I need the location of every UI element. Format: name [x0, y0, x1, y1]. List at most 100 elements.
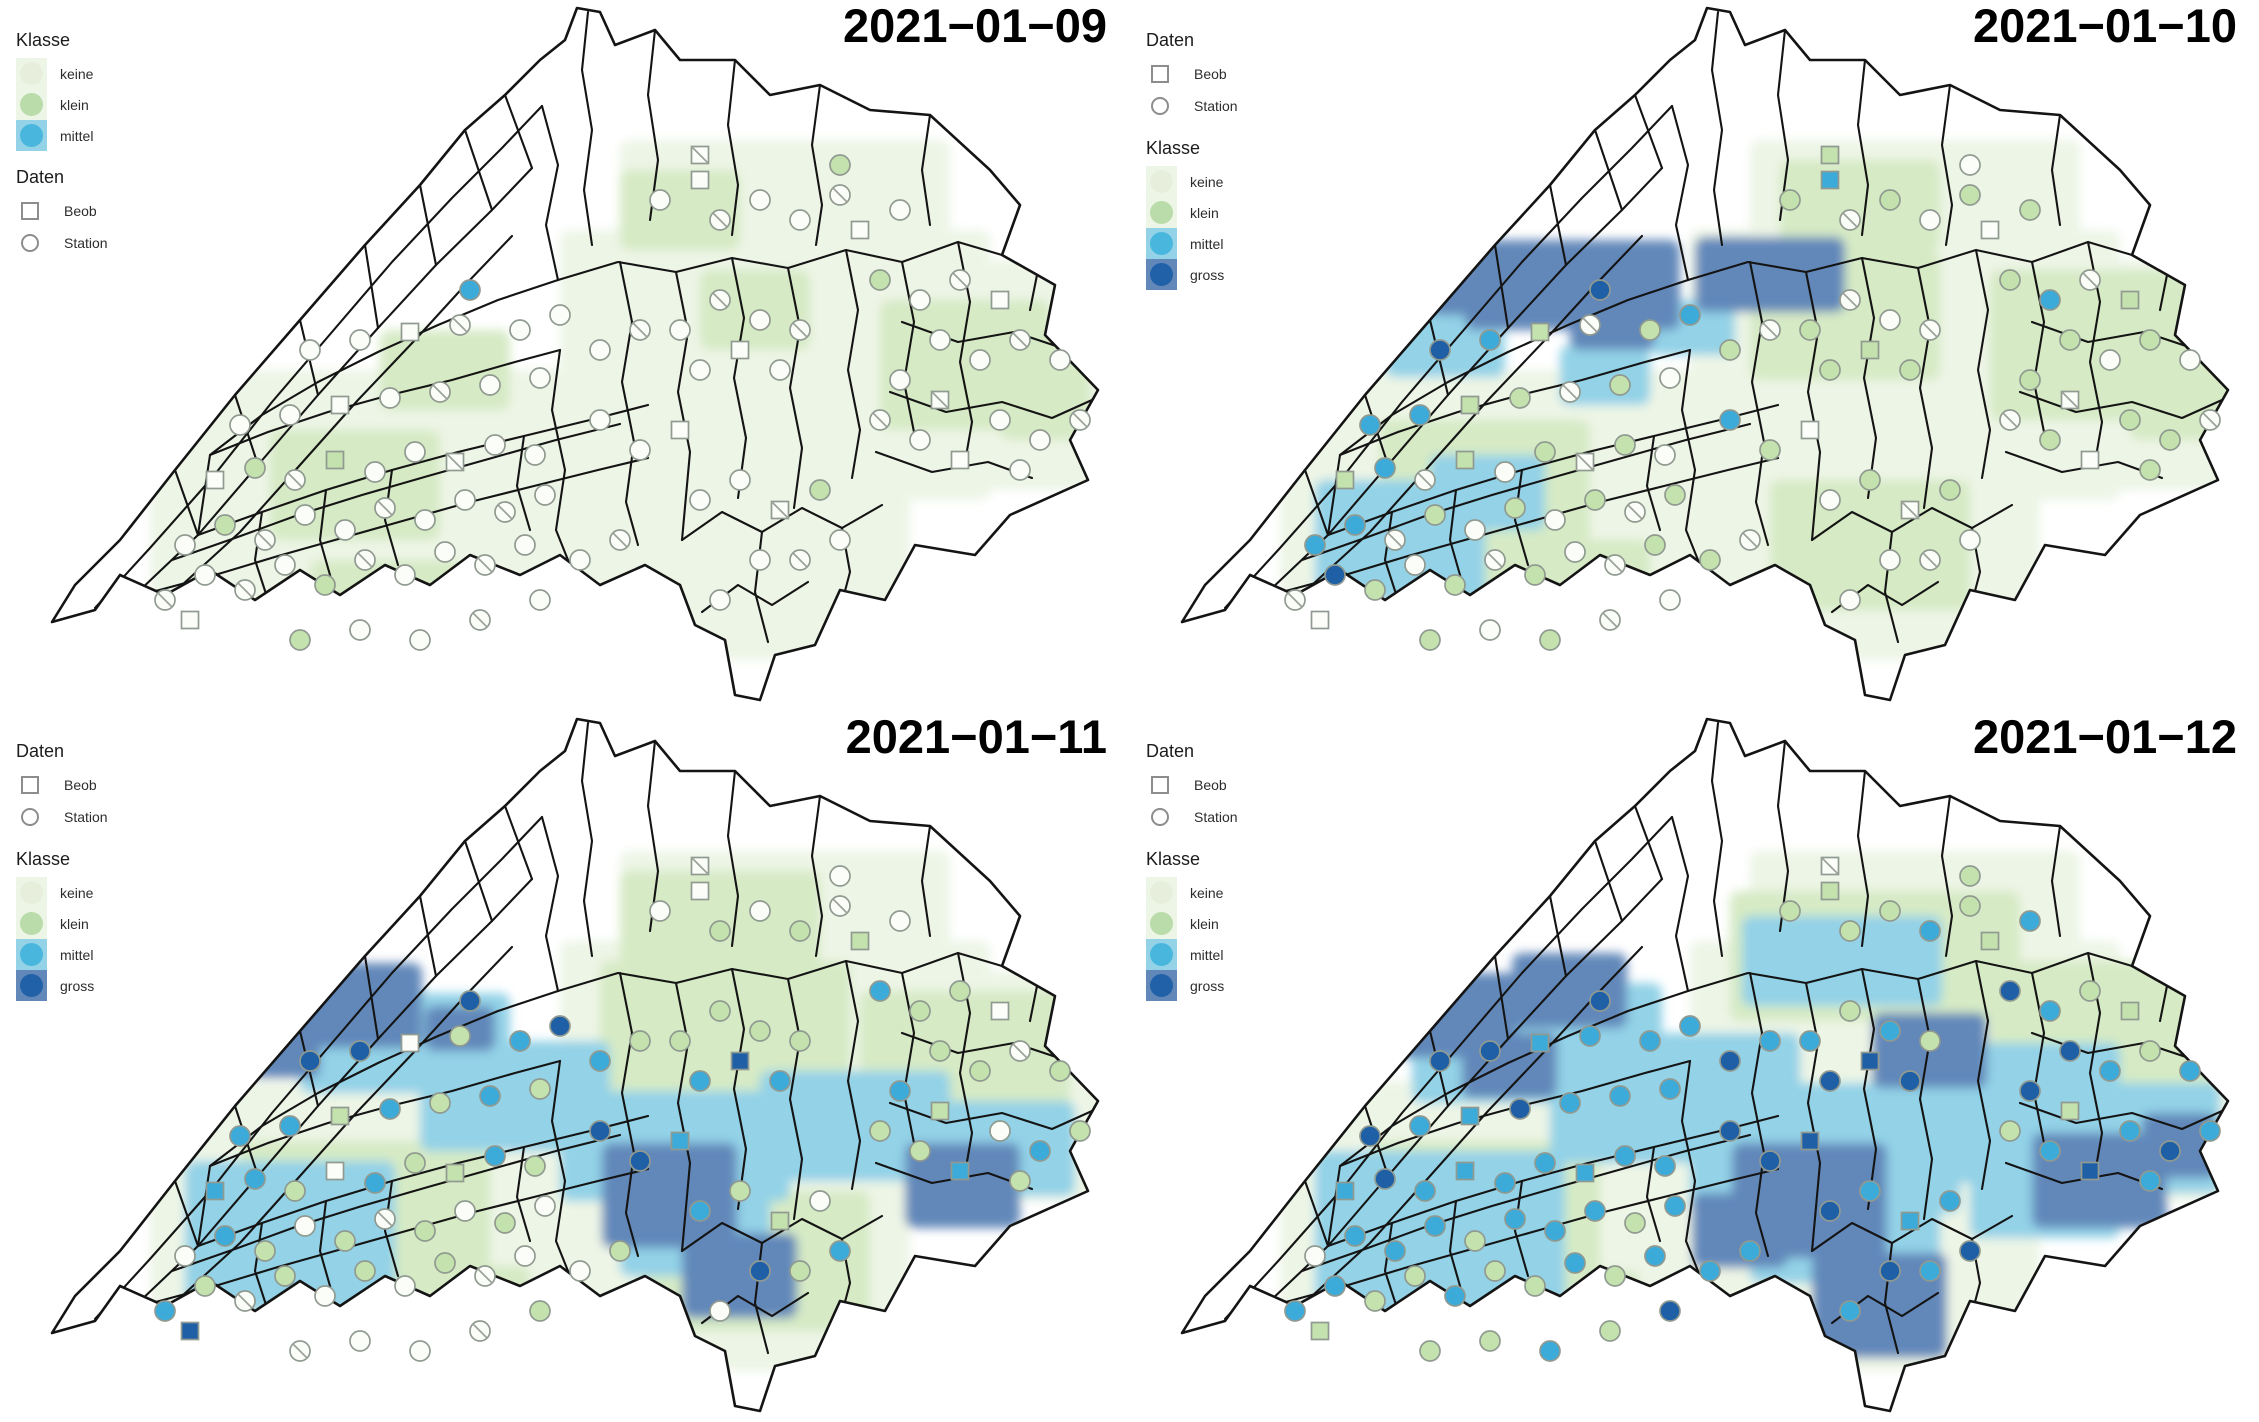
observer-marker [990, 1001, 1010, 1021]
station-marker [394, 1275, 416, 1297]
legend-label: Beob [1194, 66, 1227, 82]
raster-patch-gross [1695, 237, 1845, 312]
observer-marker [1820, 170, 1840, 190]
station-marker [2079, 980, 2101, 1002]
station-marker [279, 404, 301, 426]
station-marker [349, 1040, 371, 1062]
station-marker [349, 1330, 371, 1352]
station-marker [469, 1320, 491, 1342]
station-marker [409, 629, 431, 651]
station-marker [529, 1300, 551, 1322]
observer-marker [950, 1161, 970, 1181]
station-marker [1779, 189, 1801, 211]
legend-label: Beob [64, 203, 97, 219]
observer-marker [690, 145, 710, 165]
station-marker [349, 329, 371, 351]
station-marker [1544, 1220, 1566, 1242]
legend-item-gross: gross [1146, 259, 1238, 290]
legend-dot-klein [20, 93, 43, 116]
station-marker [1324, 564, 1346, 586]
station-marker [1879, 1020, 1901, 1042]
legend-label: Station [1194, 809, 1238, 825]
legend-swatch-mittel [1146, 228, 1177, 259]
station-marker [1719, 1050, 1741, 1072]
station-marker [1819, 359, 1841, 381]
station-marker [1484, 549, 1506, 571]
observer-marker [1860, 340, 1880, 360]
station-marker [1429, 339, 1451, 361]
raster-patch-gross [682, 1233, 797, 1318]
station-marker [1624, 1212, 1646, 1234]
legend-swatch-keine [1146, 166, 1177, 197]
station-marker [1839, 289, 1861, 311]
legend-label: keine [1190, 173, 1224, 190]
beob-key-icon [1151, 776, 1169, 794]
switzerland-map [0, 0, 1129, 711]
station-marker [1539, 1340, 1561, 1362]
legend-title-klasse: Klasse [16, 30, 71, 50]
station-marker [454, 1200, 476, 1222]
station-marker [2039, 1140, 2061, 1162]
raster-patch-klein [310, 560, 460, 650]
station-marker [1464, 1230, 1486, 1252]
station-marker [454, 489, 476, 511]
station-marker [374, 497, 396, 519]
station-marker [2139, 459, 2161, 481]
station-marker [1069, 409, 1091, 431]
station-marker [709, 209, 731, 231]
station-marker [1679, 1015, 1701, 1037]
station-marker [549, 304, 571, 326]
station-marker [524, 444, 546, 466]
raster-patch-gross [1692, 1193, 1787, 1268]
station-marker [569, 1260, 591, 1282]
station-marker [1739, 1240, 1761, 1262]
observer-marker [690, 856, 710, 876]
station-marker [1654, 444, 1676, 466]
station-marker [1779, 900, 1801, 922]
observer-marker [1820, 856, 1840, 876]
raster-patch-gross [1812, 1253, 1947, 1358]
switzerland-map-svg [1180, 717, 2230, 1413]
station-marker [479, 374, 501, 396]
legend-item-gross: gross [16, 970, 108, 1001]
station-marker [1284, 1300, 1306, 1322]
station-marker [1304, 1245, 1326, 1267]
observer-marker [850, 220, 870, 240]
station-marker [1384, 1240, 1406, 1262]
legend-item-keine: keine [16, 58, 108, 89]
station-marker [234, 579, 256, 601]
station-marker [509, 319, 531, 341]
station-marker [749, 549, 771, 571]
legend-title-daten: Daten [16, 741, 65, 761]
station-marker [1614, 1145, 1636, 1167]
legend-dot-klein [1150, 201, 1173, 224]
switzerland-map-svg [50, 717, 1100, 1413]
station-marker [2059, 1040, 2081, 1062]
station-marker [1959, 184, 1981, 206]
station-marker [1919, 1030, 1941, 1052]
station-marker [314, 1285, 336, 1307]
legend-label: klein [1190, 915, 1219, 932]
station-marker [524, 1155, 546, 1177]
station-marker [1029, 429, 1051, 451]
station-marker [1604, 1265, 1626, 1287]
station-marker [1584, 1200, 1606, 1222]
station-marker [1839, 1000, 1861, 1022]
observer-marker [445, 1163, 465, 1183]
station-marker [409, 1340, 431, 1362]
station-marker [749, 900, 771, 922]
station-marker [404, 441, 426, 463]
station-marker [1424, 504, 1446, 526]
station-marker [1049, 349, 1071, 371]
station-marker [1424, 1215, 1446, 1237]
observer-marker [1310, 610, 1330, 630]
station-marker [514, 534, 536, 556]
station-marker [1404, 554, 1426, 576]
observer-marker [1460, 395, 1480, 415]
legend-label: gross [60, 977, 95, 994]
station-marker [609, 1240, 631, 1262]
observer-marker [1455, 1161, 1475, 1181]
station-marker [929, 329, 951, 351]
station-marker [1564, 541, 1586, 563]
legend-swatch-keine [16, 58, 47, 89]
